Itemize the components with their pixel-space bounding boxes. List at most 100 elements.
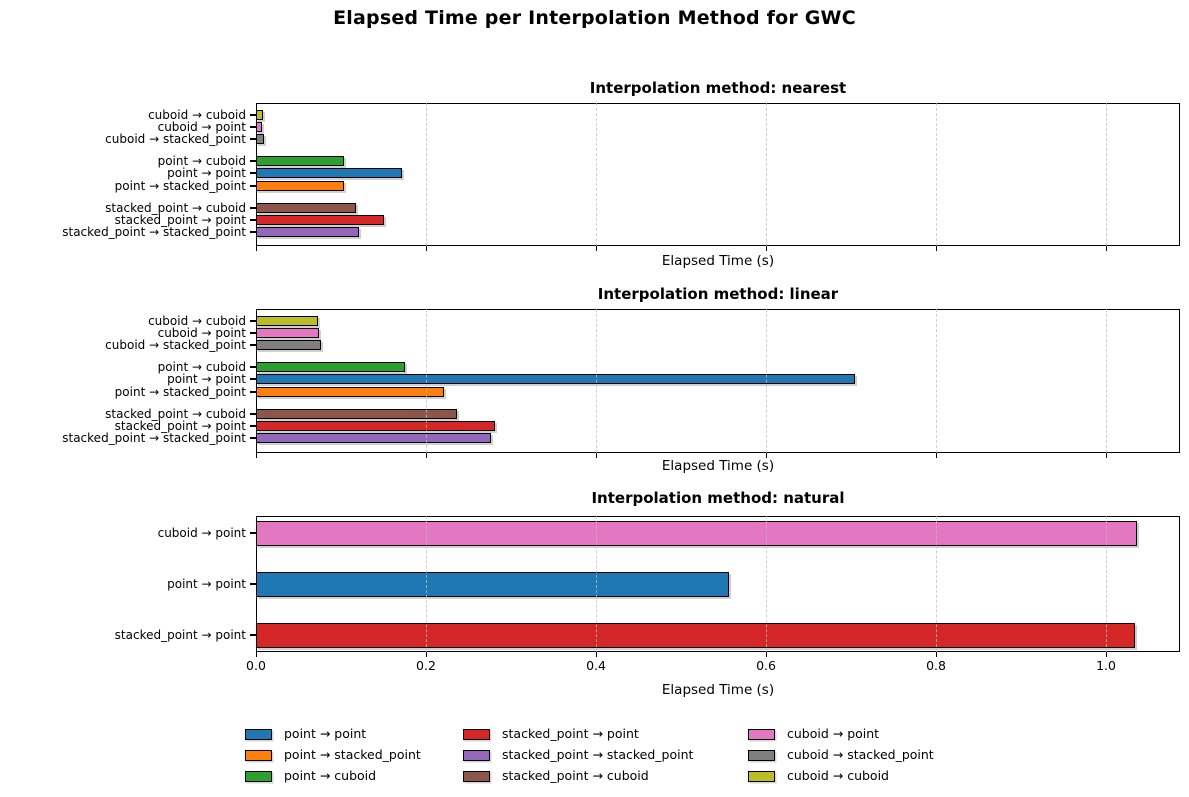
y-tick-label: stacked_point → point (114, 419, 246, 433)
y-tick (250, 532, 256, 534)
y-tick (250, 185, 256, 187)
x-tick-label: 0.8 (926, 658, 946, 673)
gridline (936, 516, 938, 652)
gridline (426, 309, 427, 453)
x-axis-label-nearest: Elapsed Time (s) (661, 253, 775, 269)
y-tick-label: point → cuboid (157, 360, 246, 374)
gridline (766, 516, 768, 652)
gridline (1106, 103, 1108, 246)
y-tick-label: stacked_point → cuboid (105, 407, 246, 421)
y-tick (250, 172, 256, 174)
y-tick-label: point → cuboid (157, 154, 246, 168)
y-tick (250, 138, 256, 140)
gridline (596, 516, 598, 652)
x-tick (936, 246, 938, 251)
y-tick-label: point → point (167, 166, 246, 180)
y-tick (250, 391, 256, 393)
y-tick (250, 332, 256, 334)
y-tick (250, 207, 256, 209)
bar-cuboid-to-cuboid (256, 315, 319, 327)
x-tick (426, 453, 428, 458)
legend-swatch-point-to-cuboid (245, 770, 272, 782)
legend-swatch-stacked-point-to-point (463, 728, 490, 740)
x-tick (596, 453, 598, 458)
y-tick-label: stacked_point → stacked_point (62, 225, 246, 239)
bar-point-to-point (256, 167, 403, 179)
x-tick (256, 246, 258, 251)
x-tick (426, 246, 428, 251)
x-tick (596, 652, 598, 657)
y-tick-label: point → stacked_point (114, 179, 246, 193)
x-tick-label: 0.0 (246, 658, 266, 673)
legend-swatch-stacked-point-to-cuboid (463, 770, 490, 782)
subplot-title-natural: Interpolation method: natural (591, 489, 845, 507)
legend-label-point-to-stacked-point: point → stacked_point (284, 747, 421, 762)
y-tick-label: stacked_point → stacked_point (62, 431, 246, 445)
x-tick (1106, 246, 1108, 251)
y-tick-label: cuboid → cuboid (148, 108, 246, 122)
bar-point-to-point (256, 571, 729, 597)
bar-point-to-stacked-point (256, 386, 444, 398)
x-tick (766, 246, 768, 251)
y-tick (250, 634, 256, 636)
y-tick (250, 231, 256, 233)
y-tick-label: cuboid → cuboid (148, 314, 246, 328)
legend-swatch-stacked-point-to-stacked-point (463, 749, 490, 761)
bar-cuboid-to-point (256, 121, 262, 133)
y-tick-label: point → point (167, 372, 246, 386)
legend-label-cuboid-to-point: cuboid → point (787, 726, 880, 741)
bar-cuboid-to-stacked-point (256, 339, 322, 351)
legend-label-stacked-point-to-stacked-point: stacked_point → stacked_point (502, 747, 694, 762)
bar-cuboid-to-stacked-point (256, 133, 264, 145)
bar-point-to-cuboid (256, 155, 345, 167)
bar-stacked-point-to-stacked-point (256, 432, 492, 444)
legend-swatch-cuboid-to-stacked-point (748, 749, 775, 761)
y-tick-label: cuboid → stacked_point (105, 338, 246, 352)
y-tick-label: point → point (167, 577, 246, 591)
x-axis-label-linear: Elapsed Time (s) (661, 458, 775, 474)
x-tick-label: 0.2 (416, 658, 436, 673)
bar-stacked-point-to-point (256, 622, 1135, 648)
y-tick-label: cuboid → point (157, 326, 246, 340)
x-axis-label-natural: Elapsed Time (s) (661, 682, 775, 698)
x-tick (936, 652, 938, 657)
y-tick-label: cuboid → point (157, 120, 246, 134)
y-tick (250, 114, 256, 116)
legend-label-cuboid-to-stacked-point: cuboid → stacked_point (787, 747, 934, 762)
gridline (1106, 516, 1108, 652)
y-tick (250, 413, 256, 415)
bar-cuboid-to-point (256, 520, 1137, 546)
figure-title: Elapsed Time per Interpolation Method fo… (333, 7, 856, 29)
y-tick (250, 126, 256, 128)
y-tick-label: stacked_point → point (114, 213, 246, 227)
y-tick-label: stacked_point → cuboid (105, 201, 246, 215)
x-tick (936, 453, 938, 458)
legend-swatch-cuboid-to-cuboid (748, 770, 775, 782)
legend-label-cuboid-to-cuboid: cuboid → cuboid (787, 768, 889, 783)
y-tick-label: cuboid → stacked_point (105, 132, 246, 146)
bar-stacked-point-to-cuboid (256, 408, 458, 420)
x-tick (596, 246, 598, 251)
gridline (766, 309, 768, 453)
y-tick (250, 344, 256, 346)
x-tick-label: 0.6 (756, 658, 776, 673)
gridline (936, 103, 938, 246)
x-tick (766, 453, 768, 458)
x-tick (1106, 453, 1108, 458)
y-tick (250, 378, 256, 380)
y-tick (250, 219, 256, 221)
gridline (936, 309, 938, 453)
y-tick-label: stacked_point → point (114, 628, 246, 642)
bar-stacked-point-to-cuboid (256, 202, 357, 214)
x-tick-label: 1.0 (1096, 658, 1116, 673)
x-tick (426, 652, 428, 657)
legend-swatch-cuboid-to-point (748, 728, 775, 740)
y-tick (250, 160, 256, 162)
bar-point-to-point (256, 373, 856, 385)
legend-swatch-point-to-stacked-point (245, 749, 272, 761)
bar-point-to-cuboid (256, 361, 405, 373)
y-tick (250, 583, 256, 585)
bar-stacked-point-to-point (256, 214, 385, 226)
legend-label-stacked-point-to-point: stacked_point → point (502, 726, 639, 741)
